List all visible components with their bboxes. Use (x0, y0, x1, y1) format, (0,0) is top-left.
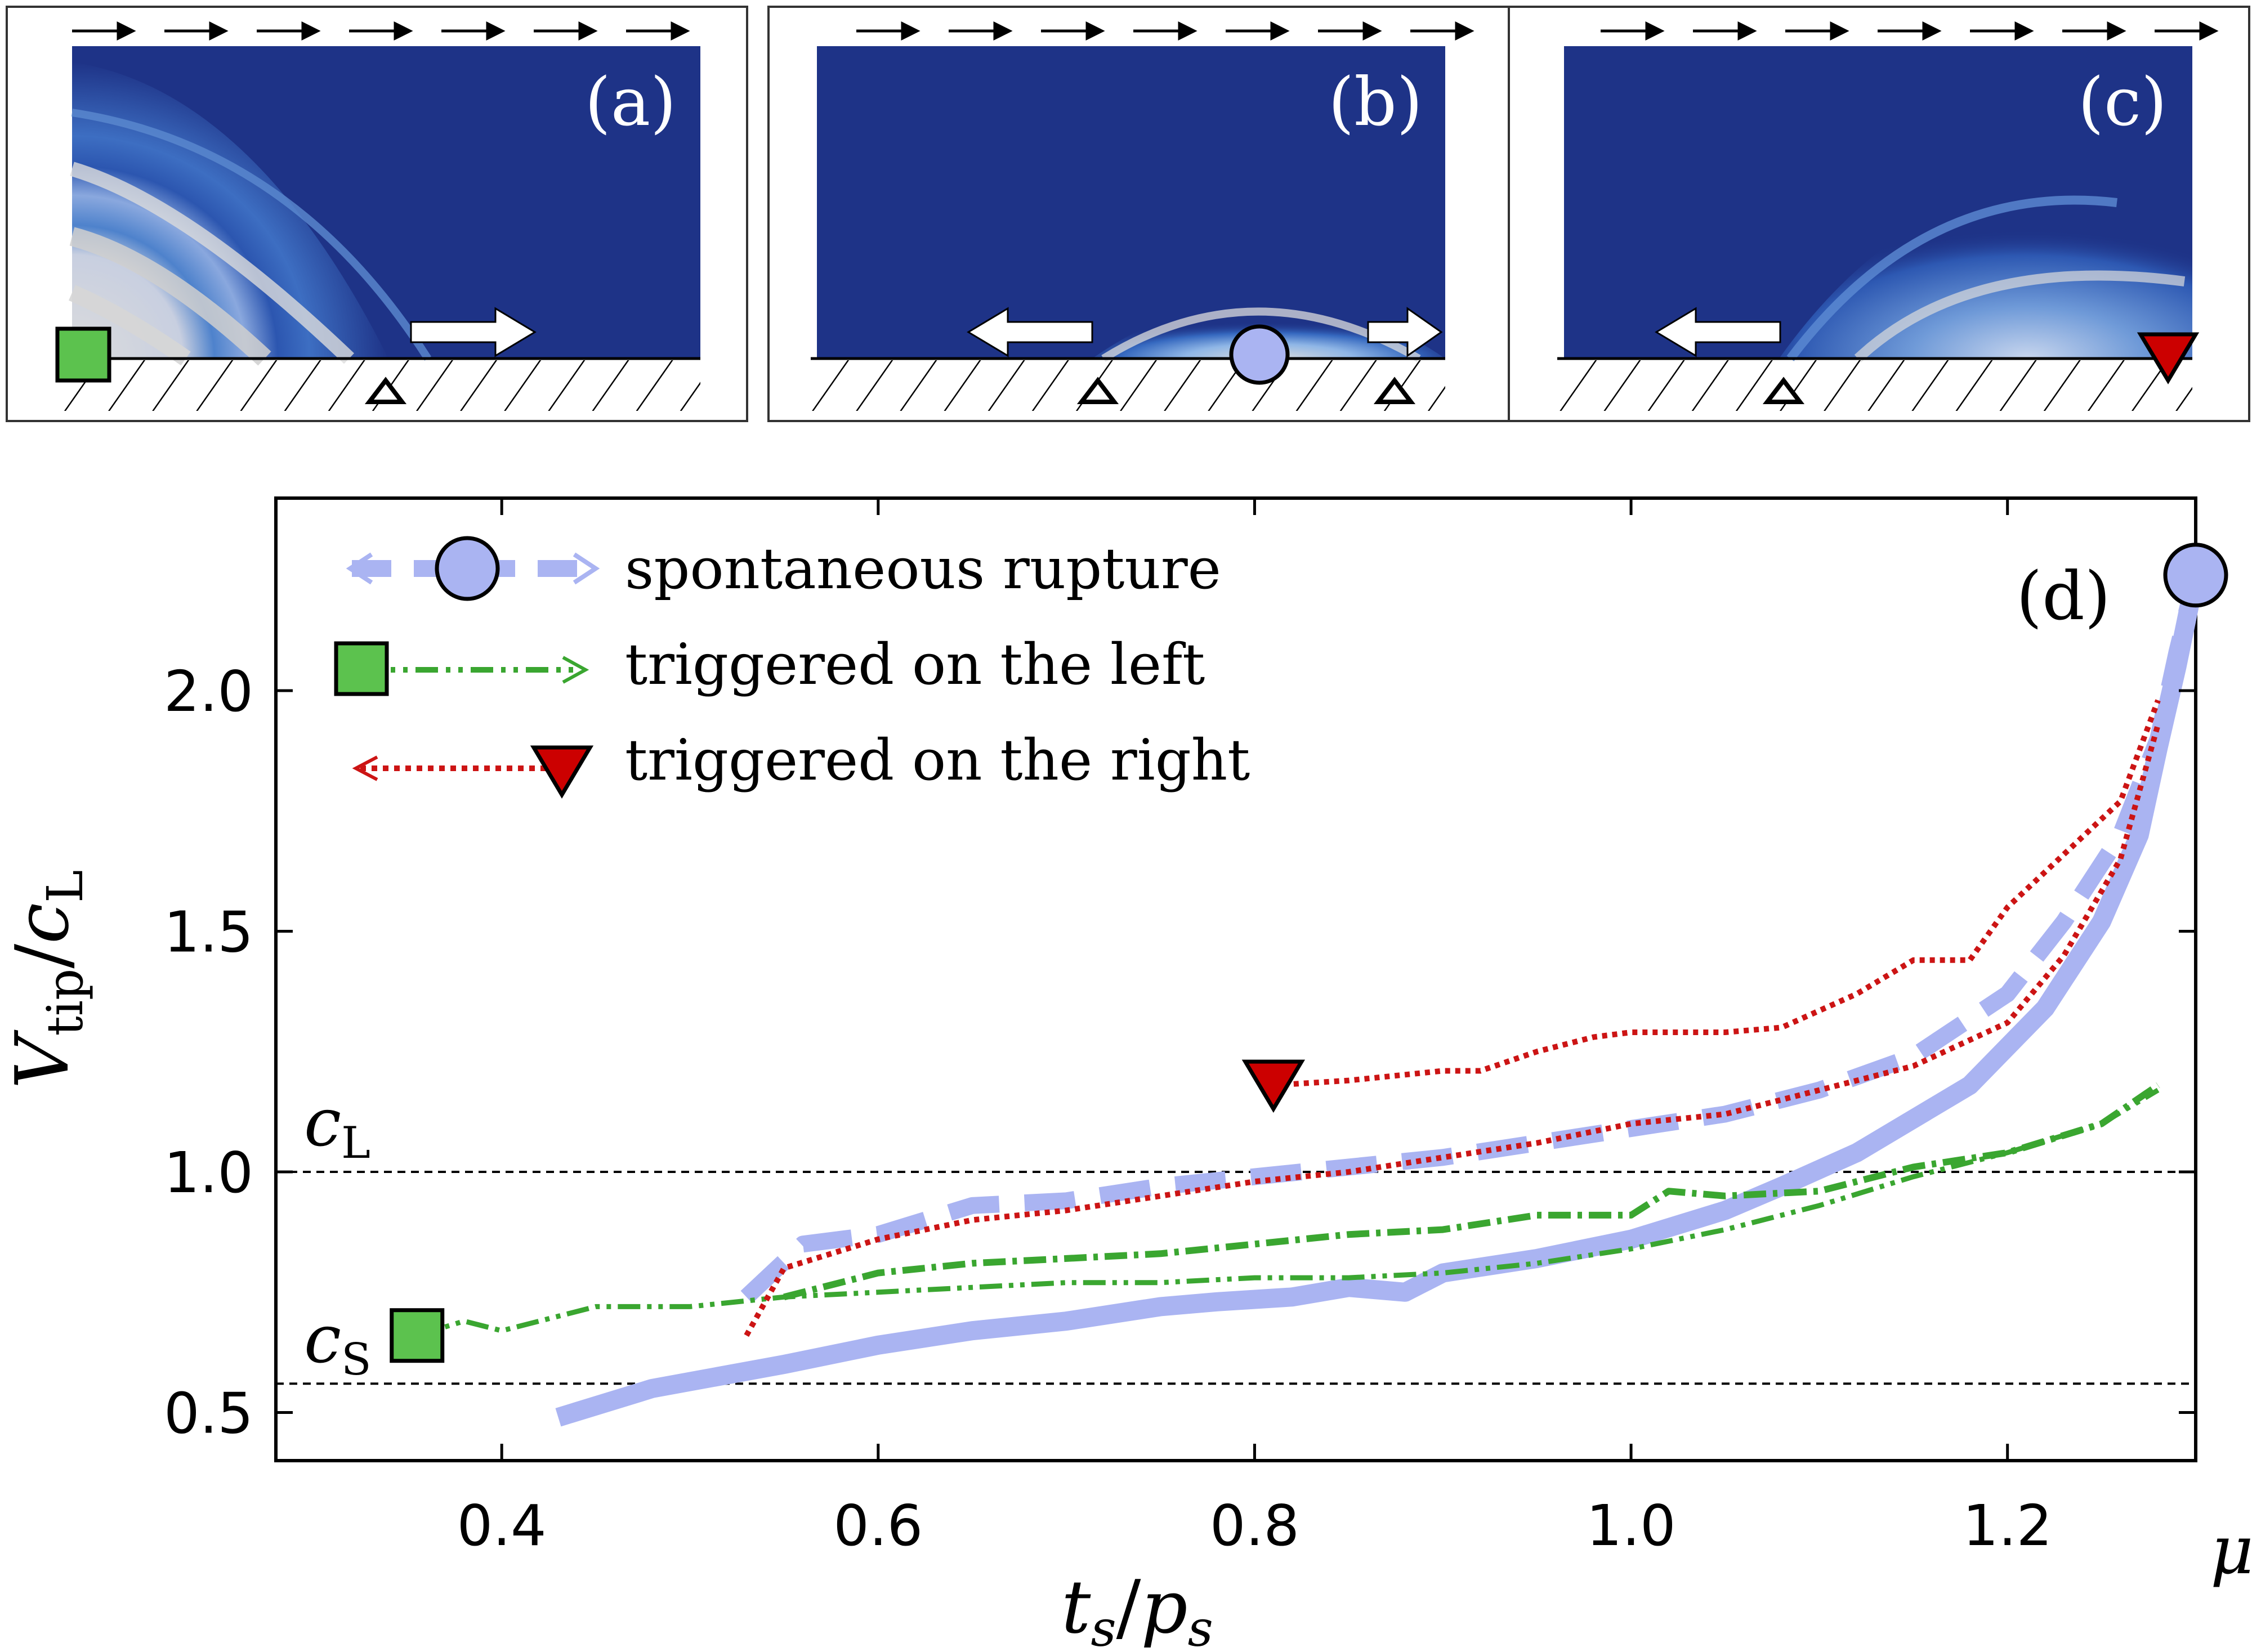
legend-square-icon (334, 641, 389, 696)
series-line-triggered-on-the-left-slow (416, 1087, 2160, 1338)
chart-square-marker-icon (390, 1308, 445, 1363)
y-tick-label: 1.0 (164, 1140, 253, 1206)
y-tick-label: 1.5 (164, 899, 253, 965)
panel-b: (b) (767, 6, 1510, 422)
x-tick-label: 1.2 (1963, 1493, 2052, 1559)
ref-label-cs: cS (304, 1300, 372, 1385)
legend-entry-right: triggered on the right (352, 727, 1250, 799)
series-line-spontaneous-rupture-fast (740, 573, 2204, 1304)
legend-label-spontaneous: spontaneous rupture (625, 536, 1221, 602)
legend-label-right: triggered on the right (625, 727, 1250, 793)
x-tick-label: 0.8 (1210, 1493, 1299, 1559)
chart-circle-marker-icon (2163, 543, 2228, 608)
legend-triangle-icon (530, 745, 594, 799)
top-traction-arrows (72, 21, 690, 41)
y-tick-label: 2.0 (164, 659, 253, 724)
square-marker-icon (55, 326, 111, 383)
panel-d-label: (d) (2016, 557, 2111, 635)
right-arrow (410, 307, 537, 357)
panel-c-label: (c) (2078, 63, 2167, 141)
top-traction-arrows (856, 21, 1474, 41)
nucleation-triangle-icon (1762, 377, 1805, 404)
nucleation-triangle-icon (1076, 377, 1119, 404)
legend-entry-spontaneous: spontaneous rupture (346, 536, 1221, 602)
x-tick-label: 1.0 (1587, 1493, 1676, 1559)
marker-layer (390, 543, 2228, 1363)
chart-triangle-marker-icon (1241, 1059, 1306, 1113)
left-arrow (967, 307, 1093, 357)
panel-a-label: (a) (585, 63, 676, 141)
x-tick-label: 0.4 (457, 1493, 547, 1559)
circle-marker-icon (1229, 324, 1290, 385)
nucleation-triangle-icon (1373, 377, 1416, 404)
chart-d: 0.4 0.6 0.8 1.0 1.2 0.5 1.0 1.5 2.0 cL cS (d) t… (0, 496, 2252, 1652)
nucleation-triangle-icon (364, 377, 407, 404)
right-arrow (1367, 307, 1443, 357)
legend-entry-left: triggered on the left (334, 632, 1205, 697)
ref-label-cl: cL (304, 1084, 370, 1169)
wave-field-c (1779, 174, 2192, 359)
x-axis-ticks: 0.4 0.6 0.8 1.0 1.2 (457, 498, 2052, 1559)
reference-lines (276, 1171, 2196, 1385)
series-line-triggered-on-the-right-slow (744, 723, 2161, 1337)
legend-label-left: triggered on the left (625, 632, 1205, 697)
triangle-marker-icon (2137, 332, 2200, 384)
series-line-triggered-on-the-left-fast (783, 1082, 2160, 1301)
legend: spontaneous rupture triggered on the lef… (334, 536, 1250, 799)
legend-circle-icon (435, 536, 500, 601)
x-axis-title: ts/ps (1061, 1564, 1213, 1652)
left-arrow (1655, 307, 1781, 357)
y-tick-label: 0.5 (164, 1381, 253, 1447)
x-axis-end-label: μs (2210, 1511, 2252, 1596)
x-tick-label: 0.6 (833, 1493, 923, 1559)
plot-frame (274, 496, 2197, 1462)
panel-a: (a) (6, 6, 748, 422)
y-axis-title: Vtip/cL (0, 870, 94, 1089)
panel-b-label: (b) (1328, 63, 1423, 141)
y-axis-ticks: 0.5 1.0 1.5 2.0 (164, 659, 2196, 1447)
series-layer (416, 573, 2205, 1427)
panel-c: (c) (1508, 6, 2250, 422)
top-traction-arrows (1601, 21, 2219, 41)
series-line-triggered-on-the-right-fast (1273, 699, 2161, 1089)
wave-field-a (72, 62, 388, 359)
